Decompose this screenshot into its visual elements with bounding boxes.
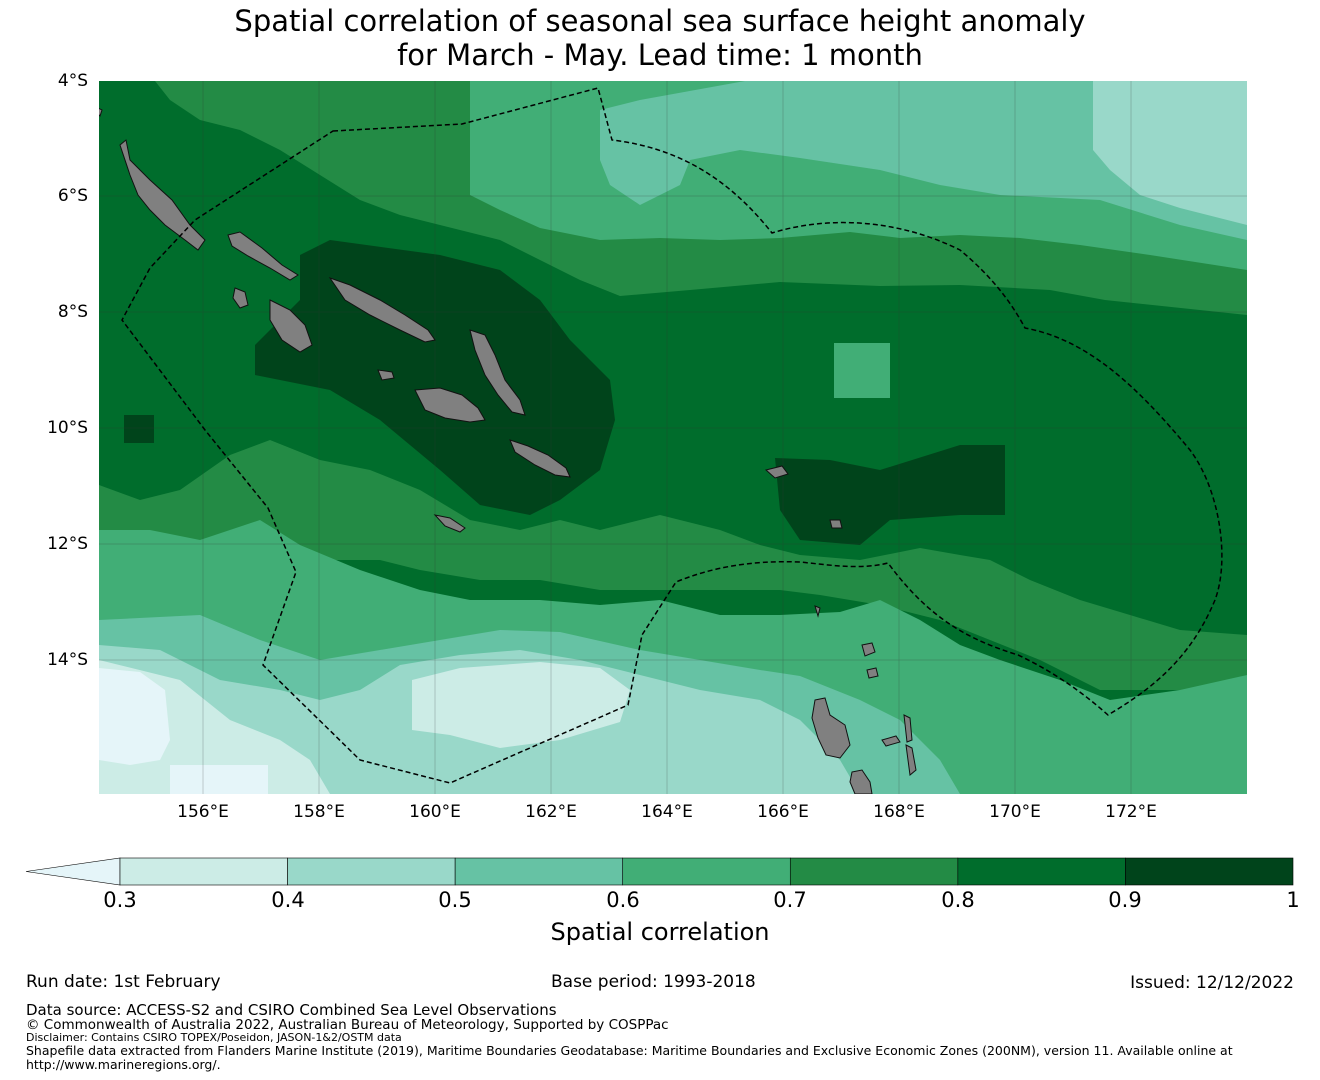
shade-0.3-0.4-centre <box>412 662 630 748</box>
lat-label-6s: 6°S <box>57 186 88 206</box>
island-makira <box>509 439 571 478</box>
colorbar-tick-0.9: 0.9 <box>1108 888 1142 912</box>
island-rennell <box>433 514 466 533</box>
island-buka <box>99 107 103 117</box>
run-date: Run date: 1st February <box>26 972 221 992</box>
lon-label-156e: 156°E <box>177 802 229 822</box>
colorbar-tick-0.3: 0.3 <box>103 888 137 912</box>
colorbar-tick-0.8: 0.8 <box>941 888 975 912</box>
colorbar-swatch-0.5 <box>454 857 624 886</box>
colorbar-tick-1: 1 <box>1286 888 1300 912</box>
island-espiritu-santo <box>811 697 851 759</box>
lon-label-166e: 166°E <box>757 802 809 822</box>
issued-date: Issued: 12/12/2022 <box>1130 973 1294 993</box>
shapefile-credit: Shapefile data extracted from Flanders M… <box>26 1043 1233 1058</box>
island-russell <box>377 369 395 381</box>
copyright-notice: © Commonwealth of Australia 2022, Austra… <box>26 1017 669 1033</box>
shade-0.7-0.8-south <box>99 440 1247 690</box>
shade-below-0.3 <box>99 668 170 765</box>
eez-boundary <box>121 87 1223 784</box>
colorbar-tick-0.5: 0.5 <box>438 888 472 912</box>
base-period: Base period: 1993-2018 <box>551 972 756 992</box>
colorbar-tick-0.6: 0.6 <box>606 888 640 912</box>
island-pentecost <box>905 744 917 776</box>
shade-0.9-1.0-patch <box>124 415 154 443</box>
colorbar-swatch-0.3 <box>119 857 288 886</box>
colorbar-extension-below <box>25 857 121 886</box>
colorbar-swatch-0.8 <box>957 857 1126 886</box>
lat-label-4s: 4°S <box>57 71 88 91</box>
lat-label-10s: 10°S <box>47 418 88 438</box>
island-santa-isabel <box>328 277 436 343</box>
colorbar-tick-0.4: 0.4 <box>271 888 305 912</box>
lon-label-158e: 158°E <box>293 802 345 822</box>
island-vanua-lava <box>866 667 879 679</box>
colorbar-label: Spatial correlation <box>550 918 770 946</box>
island-utupua <box>829 519 843 529</box>
map-title-line1: Spatial correlation of seasonal sea surf… <box>234 4 1086 38</box>
marineregions-link: http://www.marineregions.org/. <box>26 1057 221 1072</box>
island-choiseul <box>227 231 299 281</box>
lat-label-14s: 14°S <box>47 650 88 670</box>
lon-label-162e: 162°E <box>525 802 577 822</box>
colorbar <box>25 857 1294 886</box>
island-ambae <box>881 735 901 747</box>
lat-label-8s: 8°S <box>57 302 88 322</box>
land-masses <box>99 107 917 794</box>
island-guadalcanal <box>414 387 486 423</box>
island-santa-cruz <box>764 465 789 479</box>
island-malaita <box>469 329 526 416</box>
disclaimer: Disclaimer: Contains CSIRO TOPEX/Poseido… <box>26 1031 402 1044</box>
island-vella-lavella <box>232 287 249 309</box>
lon-label-164e: 164°E <box>641 802 693 822</box>
island-maewo <box>903 714 913 743</box>
colorbar-swatch-0.7 <box>789 857 959 886</box>
island-gaua <box>861 642 876 657</box>
shade-0.4-0.5-north <box>1093 81 1247 225</box>
island-malekula <box>849 769 873 794</box>
correlation-map <box>99 81 1247 794</box>
shade-0.5-0.6-north <box>600 81 1247 240</box>
lon-label-170e: 170°E <box>989 802 1041 822</box>
island-new-georgia <box>269 299 313 353</box>
colorbar-swatch-0.9 <box>1125 857 1294 886</box>
lon-label-172e: 172°E <box>1105 802 1157 822</box>
colorbar-swatch-0.6 <box>622 857 791 886</box>
shade-below-0.3-patch <box>170 765 268 794</box>
lat-label-12s: 12°S <box>47 534 88 554</box>
grid-lines <box>99 81 1247 794</box>
colorbar-swatch-0.4 <box>287 857 456 886</box>
colorbar-tick-0.7: 0.7 <box>773 888 807 912</box>
lon-label-168e: 168°E <box>873 802 925 822</box>
lon-label-160e: 160°E <box>409 802 461 822</box>
island-bougainville <box>119 139 206 251</box>
island-torres <box>814 605 821 618</box>
data-source: Data source: ACCESS-S2 and CSIRO Combine… <box>26 1001 557 1019</box>
shade-0.6-0.7-patch <box>834 343 890 398</box>
map-title-line2: for March - May. Lead time: 1 month <box>397 38 923 72</box>
